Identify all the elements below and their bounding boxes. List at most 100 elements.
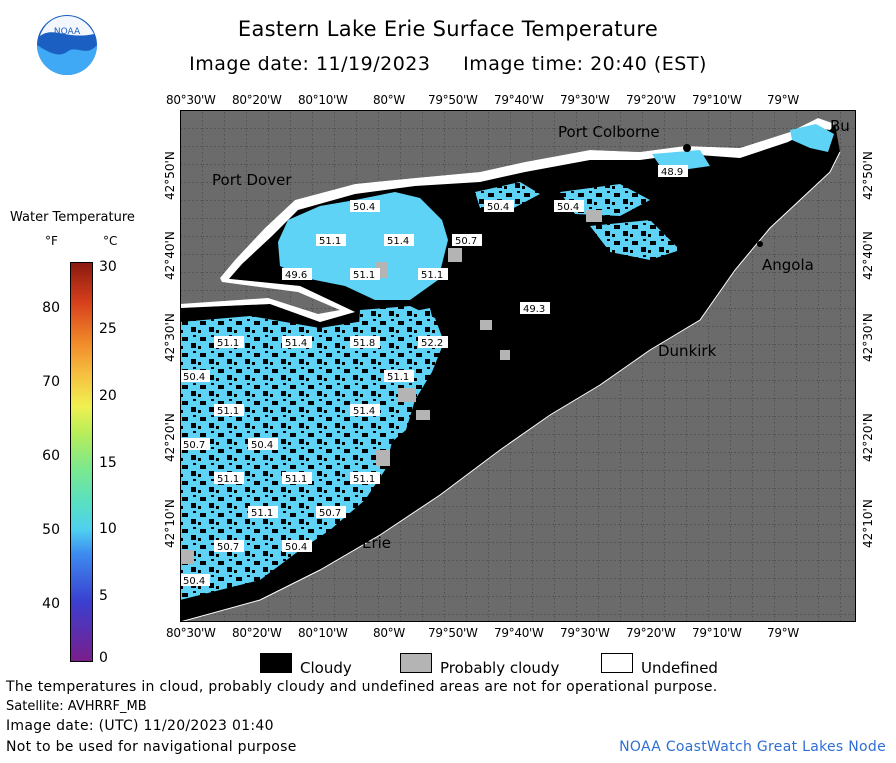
temp-label: 51.1 — [214, 336, 244, 349]
lon-label-top: 79°50'W — [428, 93, 478, 107]
temp-label: 52.2 — [418, 336, 448, 349]
f-tick-80: 80 — [42, 300, 60, 316]
temp-label: 50.4 — [248, 438, 278, 451]
temp-label: 51.1 — [350, 268, 380, 281]
temp-label-text: 51.1 — [217, 338, 239, 349]
temp-label: 48.9 — [658, 165, 688, 178]
lat-label-right: 42°50'N — [861, 151, 875, 200]
credit-text: NOAA CoastWatch Great Lakes Node — [619, 739, 886, 755]
lon-label-bottom: 79°50'W — [428, 626, 478, 640]
city-erie: Erie — [362, 534, 391, 552]
lon-label-top: 79°W — [767, 93, 799, 107]
c-tick-15: 15 — [99, 455, 117, 471]
temp-label-text: 51.1 — [353, 474, 375, 485]
temp-label-text: 50.4 — [285, 542, 307, 553]
lon-label-top: 80°30'W — [166, 93, 216, 107]
lon-label-bottom: 80°10'W — [298, 626, 348, 640]
temp-label-text: 50.4 — [183, 576, 205, 587]
city-dunkirk: Dunkirk — [658, 342, 717, 360]
legend-undefined-label: Undefined — [641, 659, 718, 677]
image-date: Image date: 11/19/2023 — [189, 53, 431, 75]
temp-label-text: 50.7 — [217, 542, 239, 553]
temp-label: 51.1 — [350, 472, 380, 485]
image-time: Image time: 20:40 (EST) — [463, 53, 707, 75]
colorbar-unit-f: °F — [45, 234, 58, 248]
c-tick-0: 0 — [99, 650, 108, 666]
temp-label-text: 50.4 — [183, 372, 205, 383]
legend-probably-cloudy-swatch — [400, 653, 432, 673]
temp-label-text: 51.4 — [285, 338, 307, 349]
c-tick-20: 20 — [99, 388, 117, 404]
coastline-south — [180, 151, 841, 622]
lat-label-left: 42°10'N — [163, 499, 177, 548]
f-tick-40: 40 — [42, 596, 60, 612]
lon-label-top: 79°10'W — [692, 93, 742, 107]
temp-label: 51.4 — [384, 234, 414, 247]
lake-erie-map: Port Colborne Port Dover Angola Dunkirk … — [180, 110, 856, 622]
temp-label: 49.3 — [520, 302, 550, 315]
temp-label-text: 52.2 — [421, 338, 443, 349]
temp-label: 51.8 — [350, 336, 380, 349]
city-buffalo: Bu — [830, 117, 850, 135]
temp-label: 51.1 — [384, 370, 414, 383]
f-tick-50: 50 — [42, 522, 60, 538]
temp-label-text: 51.4 — [387, 236, 409, 247]
temp-label-text: 48.9 — [661, 167, 683, 178]
satellite-info: Satellite: AVHRRF_MB — [6, 699, 147, 714]
colorbar-unit-c: °C — [103, 234, 118, 248]
temp-label-text: 51.1 — [285, 474, 307, 485]
lon-label-top: 79°40'W — [494, 93, 544, 107]
water-temp-area-ne — [475, 182, 680, 260]
temp-label: 51.1 — [214, 404, 244, 417]
city-port-colborne: Port Colborne — [558, 123, 660, 141]
c-tick-25: 25 — [99, 321, 117, 337]
c-tick-10: 10 — [99, 521, 117, 537]
temp-label: 50.4 — [282, 540, 312, 553]
temp-label: 51.1 — [214, 472, 244, 485]
lon-label-top: 80°W — [373, 93, 405, 107]
temp-label-text: 51.1 — [319, 236, 341, 247]
temp-label-text: 51.1 — [251, 508, 273, 519]
temp-label-text: 50.7 — [183, 440, 205, 451]
lon-label-bottom: 79°20'W — [626, 626, 676, 640]
temp-label-text: 51.1 — [217, 406, 239, 417]
lon-label-bottom: 80°20'W — [232, 626, 282, 640]
temp-label: 50.4 — [484, 200, 514, 213]
city-port-dover: Port Dover — [212, 171, 292, 189]
lat-label-right: 42°20'N — [861, 413, 875, 462]
lon-label-bottom: 80°30'W — [166, 626, 216, 640]
disclaimer-note: The temperatures in cloud, probably clou… — [6, 679, 718, 695]
temp-label: 51.1 — [316, 234, 346, 247]
lat-label-left: 42°20'N — [163, 413, 177, 462]
lon-label-top: 79°20'W — [626, 93, 676, 107]
lon-label-top: 79°30'W — [560, 93, 610, 107]
dunkirk-marker — [653, 339, 659, 345]
temp-label-text: 50.4 — [487, 202, 509, 213]
lat-label-left: 42°30'N — [163, 313, 177, 362]
map-subtitle: Image date: 11/19/2023 Image time: 20:40… — [120, 53, 776, 75]
temp-label-text: 50.4 — [353, 202, 375, 213]
lat-label-right: 42°10'N — [861, 499, 875, 548]
temp-label-text: 50.7 — [319, 508, 341, 519]
temp-label: 50.7 — [180, 438, 210, 451]
temp-label: 51.1 — [282, 472, 312, 485]
undefined-fringe-dover — [180, 278, 355, 322]
lon-label-bottom: 79°40'W — [494, 626, 544, 640]
f-tick-60: 60 — [42, 448, 60, 464]
lat-label-right: 42°30'N — [861, 313, 875, 362]
navigation-warning: Not to be used for navigational purpose — [6, 739, 297, 755]
temp-label: 50.4 — [350, 200, 380, 213]
temp-label-text: 50.7 — [455, 236, 477, 247]
lat-label-right: 42°40'N — [861, 231, 875, 280]
map-frame — [180, 110, 856, 622]
temp-label-text: 50.4 — [251, 440, 273, 451]
temp-label: 50.4 — [180, 574, 210, 587]
f-tick-70: 70 — [42, 374, 60, 390]
lon-label-bottom: 79°W — [767, 626, 799, 640]
temp-label: 50.4 — [554, 200, 584, 213]
temp-label: 51.1 — [418, 268, 448, 281]
angola-marker — [757, 241, 763, 247]
colorbar-title: Water Temperature — [10, 210, 135, 225]
temp-label: 50.7 — [214, 540, 244, 553]
noaa-logo-icon: NOAA — [37, 15, 97, 75]
